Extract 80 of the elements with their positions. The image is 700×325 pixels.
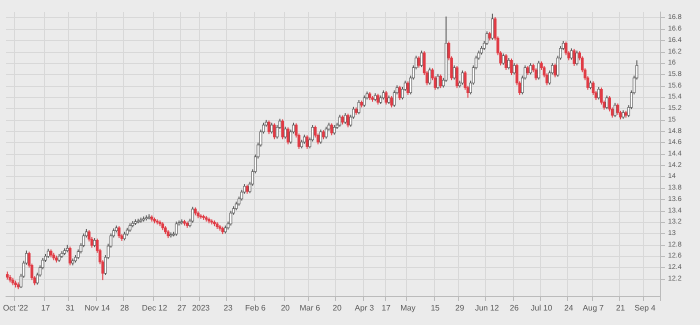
candlestick xyxy=(319,129,322,144)
candlestick xyxy=(246,184,249,194)
candlestick xyxy=(118,226,120,239)
candlestick xyxy=(597,86,600,100)
candlestick xyxy=(491,13,494,40)
candlestick xyxy=(281,118,284,140)
x-tick-label: Oct '22 xyxy=(2,304,29,312)
x-tick-label: Aug 7 xyxy=(582,304,604,312)
candlestick xyxy=(346,113,350,128)
candlestick xyxy=(504,54,508,70)
x-tick-label: 17 xyxy=(382,304,392,312)
x-tick-label: Feb 6 xyxy=(245,304,266,312)
candlestick xyxy=(270,122,274,134)
candlestick xyxy=(358,100,360,115)
candlestick xyxy=(614,102,616,118)
candlestick xyxy=(273,122,276,140)
x-tick-label: 15 xyxy=(430,304,440,312)
candlestick xyxy=(420,50,423,68)
candlestick xyxy=(68,246,72,266)
candlestick xyxy=(616,102,620,116)
x-tick-label: 20 xyxy=(280,304,290,312)
candlestick xyxy=(376,93,380,106)
candlestick xyxy=(436,73,440,90)
candlestick xyxy=(338,114,342,128)
x-tick-label: 17 xyxy=(41,304,51,312)
x-tick-label: May xyxy=(400,304,416,312)
candlestick xyxy=(284,126,287,140)
candlestick xyxy=(332,124,336,136)
candlestick xyxy=(330,122,334,136)
candlestick xyxy=(344,112,347,124)
candlestick xyxy=(324,126,328,140)
x-tick-label: 26 xyxy=(510,304,520,312)
candlestick xyxy=(507,58,510,70)
candlestick xyxy=(384,90,388,106)
x-tick-label: 31 xyxy=(66,304,76,312)
x-tick-label: Dec 12 xyxy=(142,304,168,312)
candlestick xyxy=(191,206,194,224)
x-tick-label: 28 xyxy=(120,304,130,312)
candlestick xyxy=(406,80,410,96)
candlestick xyxy=(576,50,578,66)
candlestick xyxy=(428,67,432,86)
x-tick-label: 27 xyxy=(177,304,187,312)
candlestick xyxy=(510,58,513,76)
candlestick xyxy=(461,70,464,86)
candlestick xyxy=(554,63,556,78)
x-tick-label: Jul 10 xyxy=(530,304,553,312)
candlestick xyxy=(268,120,270,135)
candlestick xyxy=(303,134,306,144)
candlestick xyxy=(93,238,96,248)
x-tick-label: Jun 12 xyxy=(474,304,500,312)
candlestick xyxy=(534,68,538,81)
candlestick xyxy=(600,87,603,106)
x-tick-label: Nov 14 xyxy=(84,304,111,312)
candlestick xyxy=(341,114,344,125)
candlestick xyxy=(174,221,178,236)
candlestick xyxy=(390,96,393,108)
x-tick-label: Sep 4 xyxy=(634,304,656,312)
candlestick xyxy=(570,48,573,60)
candlestick xyxy=(229,210,232,226)
candlestick xyxy=(512,62,516,75)
candlestick xyxy=(417,56,420,68)
candlestick xyxy=(502,52,505,66)
candlestick xyxy=(456,65,458,89)
x-tick-label: Apr 3 xyxy=(354,304,374,312)
candlestick xyxy=(529,62,532,75)
candlestick xyxy=(362,94,366,108)
candlestick xyxy=(306,134,309,150)
candlestick xyxy=(322,130,325,140)
candlestick xyxy=(286,126,290,145)
candlestick xyxy=(398,85,402,101)
x-tick-label: 20 xyxy=(332,304,342,312)
x-tick-label: 2023 xyxy=(192,304,210,312)
x-tick-label: Mar 6 xyxy=(300,304,321,312)
candlestick xyxy=(439,74,442,89)
x-tick-label: 24 xyxy=(564,304,574,312)
candlestick xyxy=(392,90,396,108)
candlestick xyxy=(572,48,576,66)
x-tick-label: 23 xyxy=(224,304,234,312)
x-tick-label: 21 xyxy=(616,304,626,312)
x-tick-label: 29 xyxy=(455,304,465,312)
